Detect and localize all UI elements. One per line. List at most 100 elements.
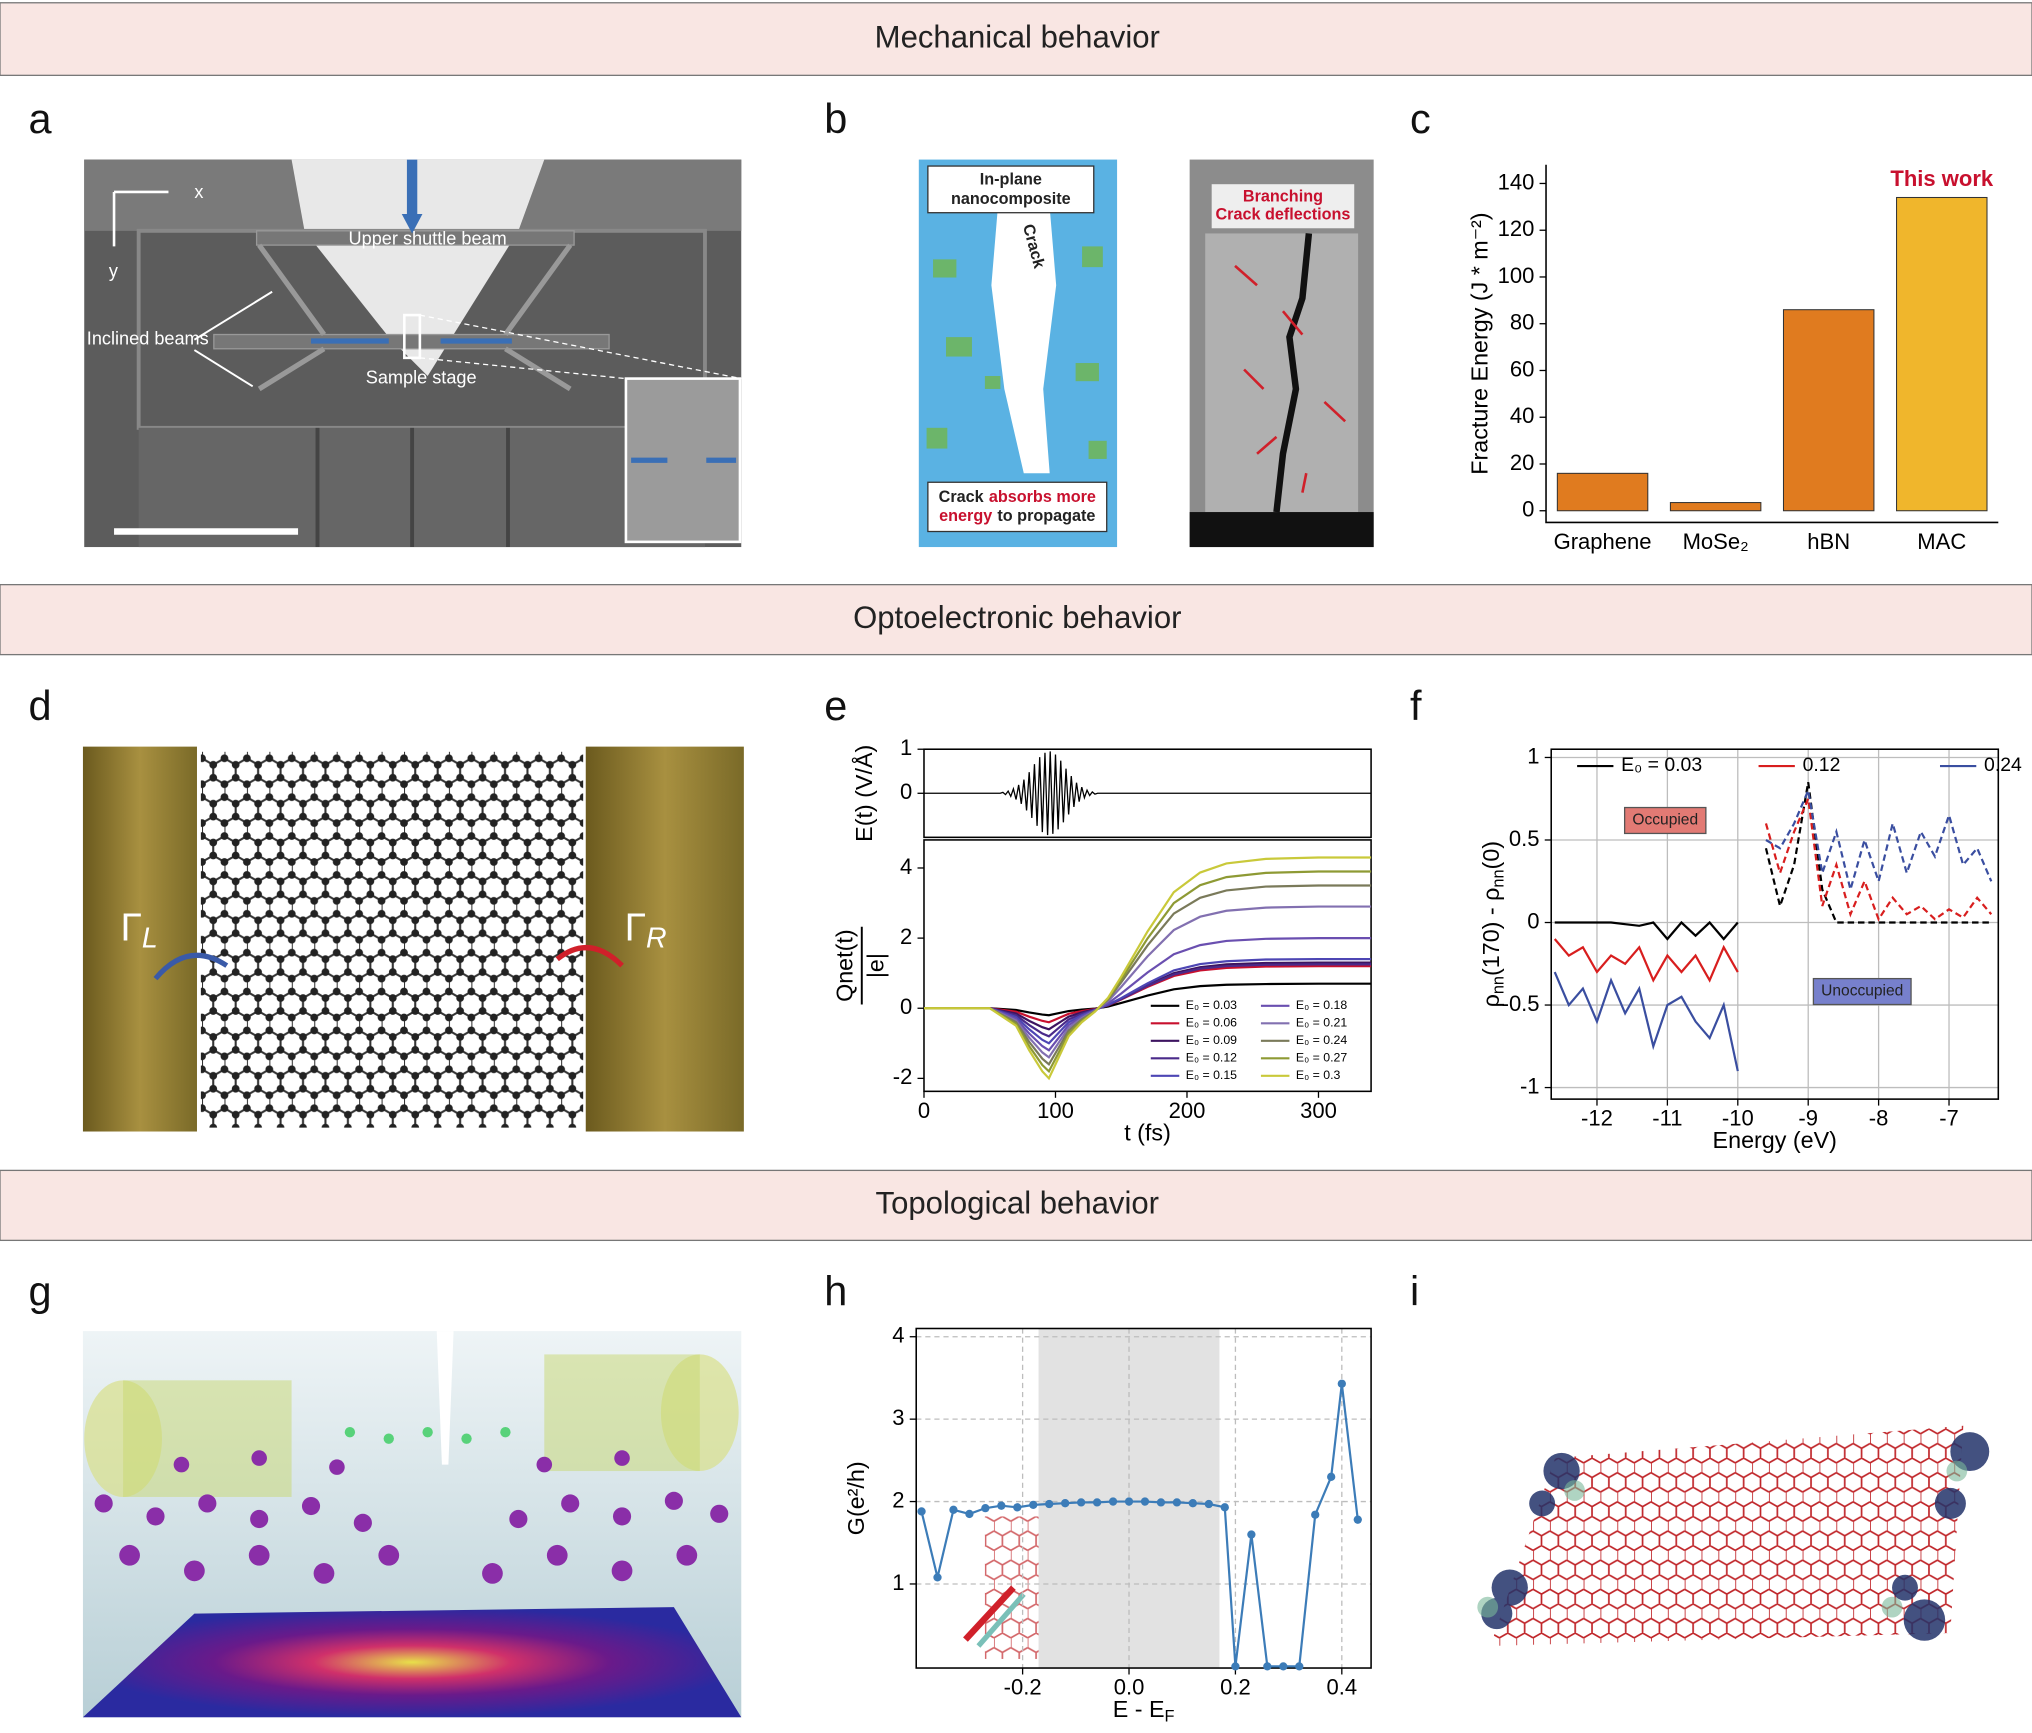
y-tick-label: 40: [1510, 403, 1535, 428]
marker: [1295, 1662, 1304, 1671]
header-bar: [0, 1169, 2032, 1242]
line-series: [923, 965, 1372, 1024]
y-tick-label: 60: [1510, 356, 1535, 381]
annotation: Sample stage: [366, 367, 477, 387]
marker: [1263, 1662, 1272, 1671]
axis-line: [1545, 164, 1999, 524]
y-tick-label: 0: [900, 994, 912, 1019]
x-tick-label: -0.2: [1004, 1675, 1042, 1700]
annotation: Upper shuttle beam: [349, 229, 507, 249]
annotation: Unoccupied: [1821, 983, 1903, 1000]
x-tick-label: Graphene: [1554, 529, 1652, 554]
label-part: (170) - ρ: [1478, 888, 1504, 976]
annotation-box: [1623, 806, 1707, 835]
y-tick-label: -1: [1520, 1073, 1540, 1098]
y-tick-label: -2: [893, 1064, 913, 1089]
marker: [1124, 1497, 1134, 1506]
y-tick-label: 0: [1522, 497, 1534, 522]
marker: [1337, 1379, 1346, 1388]
line-series: [923, 856, 1372, 1081]
panel-label: e: [824, 682, 847, 729]
marker: [917, 1507, 926, 1516]
y-tick-label: 1: [1527, 743, 1539, 768]
annotation: Inclined beams: [87, 329, 209, 349]
marker: [1188, 1499, 1198, 1508]
y-tick-label: 4: [900, 854, 912, 879]
y-tick-label: 0: [1527, 908, 1539, 933]
label-part: nn: [1490, 869, 1508, 887]
marker: [1013, 1503, 1022, 1512]
marker: [981, 1504, 990, 1513]
x-tick-label: MoSe₂: [1683, 529, 1749, 554]
caption-part: to propagate: [997, 508, 1095, 526]
axis-label: |e|: [862, 953, 888, 978]
axis-label: Fracture Energy (J * m⁻²): [1466, 212, 1492, 474]
y-tick-label: 80: [1510, 310, 1535, 335]
label-part: nn: [1490, 976, 1508, 994]
legend-label: E₀ = 0.03: [1186, 998, 1237, 1012]
marker: [1327, 1472, 1336, 1481]
legend-label: E₀ = 0.06: [1186, 1016, 1237, 1030]
bar: [1669, 502, 1762, 512]
legend-label: E₀ = 0.03: [1621, 754, 1702, 776]
axis-label: ρnn(170) - ρnn(0): [1478, 841, 1508, 1007]
panel-label: i: [1410, 1268, 1419, 1315]
panel-label: f: [1410, 682, 1422, 729]
panel-label: c: [1410, 95, 1431, 142]
panel-label: h: [824, 1268, 847, 1315]
legend-label: E₀ = 0.24: [1296, 1033, 1347, 1047]
line-series: [1554, 920, 1739, 941]
legend-label: E₀ = 0.3: [1296, 1068, 1341, 1082]
label-part: Γ: [121, 907, 142, 950]
label-part: F: [1165, 1708, 1175, 1726]
bar: [1782, 309, 1875, 512]
marker: [1108, 1497, 1118, 1506]
chart-line: 0 1 E(t) (V/Å): [850, 735, 1372, 842]
annotation: Occupied: [1632, 812, 1698, 829]
x-tick-label: 200: [1169, 1098, 1206, 1123]
annotation: This work: [1890, 166, 1994, 191]
label-part: L: [142, 922, 158, 954]
axis-label: E - EF: [1113, 1696, 1175, 1726]
gamma-label: ΓR: [625, 907, 667, 954]
lattice-illustration: [1477, 1425, 1990, 1646]
axis-label: G(e²/h): [843, 1461, 869, 1535]
y-tick-label: 20: [1510, 450, 1535, 475]
line-series: [923, 751, 1372, 836]
caption-line: energy to propagate: [939, 508, 1095, 526]
legend-label: E₀ = 0.09: [1186, 1033, 1237, 1047]
marker: [965, 1509, 974, 1519]
panel-labels: a b c d e f g h i: [29, 95, 1431, 1315]
marker: [1061, 1499, 1070, 1508]
marker: [1092, 1498, 1102, 1507]
panel-label: d: [29, 682, 52, 729]
section-title: Topological behavior: [876, 1186, 1160, 1221]
chart-line: 1 2 3 4 -0.2 0.0 0.2 0.4 G(e²/h) E - EF: [843, 1323, 1372, 1726]
x-tick-label: hBN: [1807, 529, 1850, 554]
legend-label: E₀ = 0.27: [1296, 1051, 1347, 1065]
box-text: nanocomposite: [951, 190, 1071, 208]
axis-label: Energy (eV): [1713, 1127, 1837, 1153]
x-tick-label: 0.4: [1327, 1675, 1358, 1700]
marker: [1353, 1515, 1362, 1524]
axis-label: y: [109, 261, 119, 281]
marker: [1076, 1498, 1086, 1507]
y-tick-label: -0.5: [1502, 991, 1540, 1016]
marker: [1279, 1662, 1288, 1671]
caption-line: Crack absorbs more: [939, 488, 1096, 506]
legend-label: E₀ = 0.18: [1296, 998, 1347, 1012]
sem-image: x y Upper shuttle beam Inclined beams Sa…: [84, 159, 742, 548]
plot-frame: [1550, 748, 2000, 1100]
line-series: [1765, 786, 1993, 894]
axis-label: Qnet(t): [831, 929, 857, 1002]
marker: [1204, 1499, 1213, 1509]
legend-label: 0.12: [1803, 754, 1841, 776]
marker: [1045, 1499, 1054, 1509]
panel-label: b: [824, 95, 847, 142]
x-tick-label: 0.0: [1114, 1675, 1145, 1700]
caption-part: energy: [939, 508, 992, 526]
caption-part: Crack: [939, 488, 985, 506]
label-part: E - E: [1113, 1696, 1165, 1722]
